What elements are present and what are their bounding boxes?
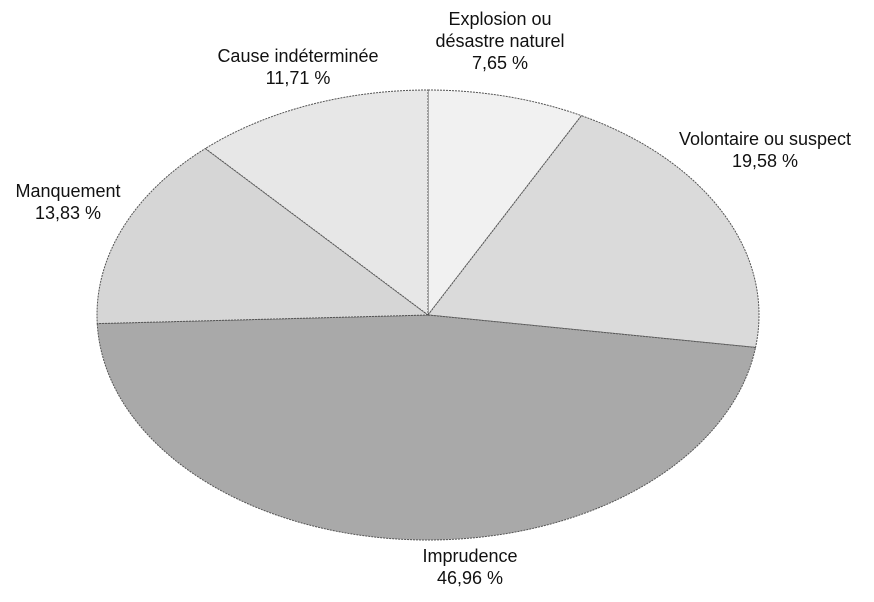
pie-slice <box>427 89 583 317</box>
value-label: 13,83 % <box>34 203 102 223</box>
slice-label: Cause indéterminée 11,71 % <box>198 45 398 89</box>
category-label: Explosion ou désastre naturel <box>435 9 565 51</box>
value-label: 19,58 % <box>731 151 799 171</box>
pie-slice <box>96 314 757 541</box>
category-label: Manquement <box>15 181 121 201</box>
value-label: 46,96 % <box>436 568 504 588</box>
value-label: 7,65 % <box>471 53 529 73</box>
slice-label: Volontaire ou suspect 19,58 % <box>655 128 874 172</box>
slice-label: Explosion ou désastre naturel 7,65 % <box>425 8 575 74</box>
pie-slice <box>427 115 760 348</box>
slice-label: Manquement 13,83 % <box>0 180 143 224</box>
pie-slice <box>204 89 429 316</box>
pie-slice <box>96 147 430 325</box>
category-label: Volontaire ou suspect <box>678 129 852 149</box>
category-label: Cause indéterminée <box>217 46 379 66</box>
slice-label: Imprudence 46,96 % <box>370 545 570 589</box>
value-label: 11,71 % <box>265 68 331 88</box>
category-label: Imprudence <box>422 546 518 566</box>
